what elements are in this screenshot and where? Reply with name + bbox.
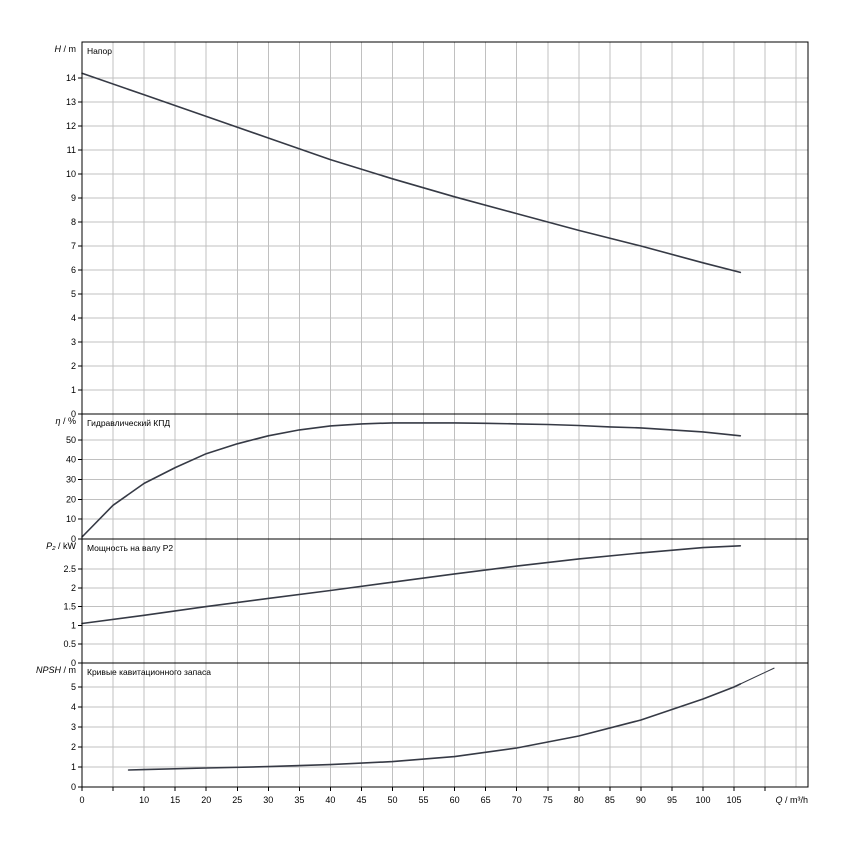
y-tick-label: 0 xyxy=(71,409,76,419)
x-tick-label: 10 xyxy=(139,795,149,805)
x-tick-label: 95 xyxy=(667,795,677,805)
x-tick-label: 40 xyxy=(325,795,335,805)
x-tick-label: 90 xyxy=(636,795,646,805)
y-tick-label: 1 xyxy=(71,620,76,630)
x-tick-label: 65 xyxy=(481,795,491,805)
y-tick-label: 12 xyxy=(66,121,76,131)
y-tick-label: 5 xyxy=(71,682,76,692)
x-tick-label: 85 xyxy=(605,795,615,805)
panel-efficiency-frame xyxy=(81,413,809,540)
y-tick-label: 3 xyxy=(71,337,76,347)
panel-head-title: Напор xyxy=(87,46,112,56)
y-tick-label: 30 xyxy=(66,474,76,484)
y-tick-label: 10 xyxy=(66,514,76,524)
panel-npsh-ylabel: NPSH / m xyxy=(36,665,76,675)
series-efficiency-line xyxy=(81,422,742,538)
panel-npsh-title: Кривые кавитационного запаса xyxy=(87,667,211,677)
y-tick-label: 7 xyxy=(71,241,76,251)
y-tick-label: 8 xyxy=(71,217,76,227)
panel-head-frame xyxy=(81,41,809,415)
series-npsh-extrapolated xyxy=(740,667,775,685)
panel-efficiency-ylabel: η / % xyxy=(55,416,76,426)
x-tick-label: 35 xyxy=(294,795,304,805)
y-tick-label: 4 xyxy=(71,313,76,323)
x-tick-label: 60 xyxy=(450,795,460,805)
x-tick-label: 20 xyxy=(201,795,211,805)
y-tick-label: 0 xyxy=(71,658,76,668)
y-tick-label: 1.5 xyxy=(63,602,76,612)
y-tick-label: 1 xyxy=(71,762,76,772)
y-tick-label: 10 xyxy=(66,169,76,179)
panel-efficiency-title: Гидравлический КПД xyxy=(87,418,170,428)
y-tick-label: 4 xyxy=(71,702,76,712)
series-head-line xyxy=(81,72,742,274)
x-tick-label: 15 xyxy=(170,795,180,805)
y-tick-label: 20 xyxy=(66,494,76,504)
y-tick-label: 2 xyxy=(71,361,76,371)
y-tick-label: 2 xyxy=(71,742,76,752)
y-tick-label: 2 xyxy=(71,583,76,593)
curves xyxy=(81,72,775,771)
y-tick-label: 1 xyxy=(71,385,76,395)
y-tick-label: 0 xyxy=(71,534,76,544)
x-tick-label: 30 xyxy=(263,795,273,805)
panel-power-ylabel: P₂ / kW xyxy=(46,541,76,551)
x-tick-label: 75 xyxy=(543,795,553,805)
panel-head-ylabel: H / m xyxy=(55,44,77,54)
y-tick-label: 11 xyxy=(67,145,76,155)
x-tick-label: 80 xyxy=(574,795,584,805)
y-tick-label: 6 xyxy=(71,265,76,275)
x-tick-label: 0 xyxy=(79,795,84,805)
panel-npsh-frame xyxy=(81,662,809,788)
x-axis-label: Q / m³/h xyxy=(775,795,808,805)
x-tick-label: 45 xyxy=(356,795,366,805)
x-tick-label: 25 xyxy=(232,795,242,805)
y-tick-label: 5 xyxy=(71,289,76,299)
y-tick-label: 40 xyxy=(66,455,76,465)
series-npsh-line xyxy=(127,683,742,771)
x-tick-label: 100 xyxy=(695,795,710,805)
series-power-line xyxy=(81,544,742,625)
panel-power-title: Мощность на валу P2 xyxy=(87,543,173,553)
y-tick-label: 14 xyxy=(66,73,76,83)
y-tick-label: 2.5 xyxy=(63,564,76,574)
y-tick-label: 13 xyxy=(66,97,76,107)
x-tick-label: 70 xyxy=(512,795,522,805)
panel-frames xyxy=(78,41,809,791)
x-tick-label: 50 xyxy=(387,795,397,805)
y-tick-label: 0.5 xyxy=(63,639,76,649)
y-tick-label: 3 xyxy=(71,722,76,732)
y-tick-label: 50 xyxy=(66,435,76,445)
y-tick-label: 0 xyxy=(71,782,76,792)
x-tick-label: 55 xyxy=(419,795,429,805)
y-tick-label: 9 xyxy=(71,193,76,203)
x-tick-label: 105 xyxy=(727,795,742,805)
